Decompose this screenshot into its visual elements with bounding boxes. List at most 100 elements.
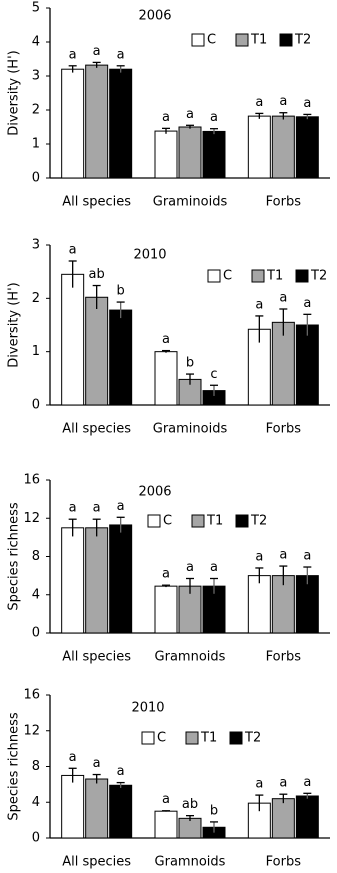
x-tick-label: Forbs <box>266 422 302 437</box>
y-tick-label: 12 <box>23 723 40 738</box>
significance-letter: a <box>117 764 125 779</box>
x-tick-label: Graminoids <box>153 422 228 437</box>
bar <box>154 585 178 634</box>
significance-letter: a <box>303 549 311 564</box>
significance-letter: a <box>303 96 311 111</box>
significance-letter: ab <box>182 797 198 812</box>
legend-label: T1 <box>250 33 267 48</box>
y-axis-label: Species richness <box>7 502 22 611</box>
significance-letter: a <box>303 775 311 790</box>
bar <box>109 784 133 839</box>
significance-letter: a <box>279 548 287 563</box>
significance-letter: a <box>69 750 77 765</box>
significance-letter: a <box>162 110 170 125</box>
x-tick-label: Graminoids <box>153 195 228 210</box>
x-tick-label: Gramnoids <box>155 855 226 870</box>
bar <box>61 527 85 634</box>
legend-label: T2 <box>250 514 267 529</box>
y-tick-label: 2 <box>32 291 40 306</box>
y-tick-label: 1 <box>32 137 40 152</box>
y-tick-label: 1 <box>32 344 40 359</box>
legend-swatch <box>295 269 309 283</box>
bar <box>85 527 109 634</box>
bar <box>295 795 319 839</box>
x-tick-label: Forbs <box>266 855 302 870</box>
significance-letter: a <box>69 501 77 516</box>
y-tick-label: 8 <box>32 759 40 774</box>
significance-letter: a <box>279 291 287 306</box>
legend-swatch <box>251 269 265 283</box>
significance-letter: b <box>186 356 194 371</box>
legend-swatch <box>279 33 293 47</box>
panel-title: 2006 <box>138 485 171 500</box>
legend-label: T2 <box>310 269 327 284</box>
significance-letter: b <box>117 284 125 299</box>
significance-letter: c <box>210 367 217 382</box>
significance-letter: a <box>279 776 287 791</box>
bar <box>61 774 85 839</box>
bar <box>178 817 202 839</box>
y-axis-label: Diversity (H') <box>7 50 22 135</box>
legend-label: T1 <box>266 269 283 284</box>
y-tick-label: 0 <box>32 626 40 641</box>
y-tick-label: 0 <box>32 398 40 413</box>
y-axis-label: Species richness <box>7 712 22 821</box>
bar <box>178 126 202 179</box>
y-tick-label: 3 <box>32 238 40 253</box>
legend-label: C <box>207 33 216 48</box>
y-tick-label: 5 <box>32 1 40 16</box>
bar <box>61 68 85 179</box>
bar <box>154 130 178 179</box>
y-tick-label: 16 <box>23 473 40 488</box>
panel-title: 2006 <box>138 9 171 24</box>
y-tick-label: 4 <box>32 587 40 602</box>
significance-letter: a <box>255 95 263 110</box>
legend-label: C <box>223 269 232 284</box>
y-tick-label: 3 <box>32 69 40 84</box>
significance-letter: a <box>69 47 77 62</box>
y-tick-label: 16 <box>23 688 40 703</box>
significance-letter: a <box>186 560 194 575</box>
significance-letter: b <box>210 803 218 818</box>
significance-letter: a <box>162 792 170 807</box>
significance-letter: a <box>69 243 77 258</box>
bar <box>85 64 109 179</box>
significance-letter: a <box>255 297 263 312</box>
x-tick-label: All species <box>62 650 131 665</box>
x-tick-label: Forbs <box>266 195 302 210</box>
bar <box>271 798 295 839</box>
x-tick-label: All species <box>62 855 131 870</box>
y-tick-label: 8 <box>32 549 40 564</box>
bar <box>154 351 178 406</box>
y-tick-label: 4 <box>32 795 40 810</box>
x-tick-label: Gramnoids <box>155 650 226 665</box>
legend-swatch <box>235 33 249 47</box>
x-tick-label: All species <box>62 195 131 210</box>
legend-label: T1 <box>206 514 223 529</box>
legend-swatch <box>191 33 205 47</box>
significance-letter: a <box>210 560 218 575</box>
legend-label: C <box>157 731 166 746</box>
legend-swatch <box>141 731 155 745</box>
y-tick-label: 2 <box>32 103 40 118</box>
bar <box>109 309 133 406</box>
significance-letter: a <box>117 499 125 514</box>
significance-letter: a <box>303 296 311 311</box>
panel-title: 2010 <box>133 248 166 263</box>
significance-letter: a <box>255 549 263 564</box>
bar <box>247 115 271 179</box>
bar <box>109 68 133 179</box>
x-tick-label: Forbs <box>266 650 302 665</box>
significance-letter: a <box>210 110 218 125</box>
bar <box>247 575 271 634</box>
x-tick-label: All species <box>62 422 131 437</box>
significance-letter: a <box>117 47 125 62</box>
bar <box>295 116 319 179</box>
legend-swatch <box>191 514 205 528</box>
legend-label: T2 <box>294 33 311 48</box>
bar <box>154 810 178 839</box>
legend-swatch <box>229 731 243 745</box>
bar <box>109 524 133 634</box>
significance-letter: a <box>186 107 194 122</box>
